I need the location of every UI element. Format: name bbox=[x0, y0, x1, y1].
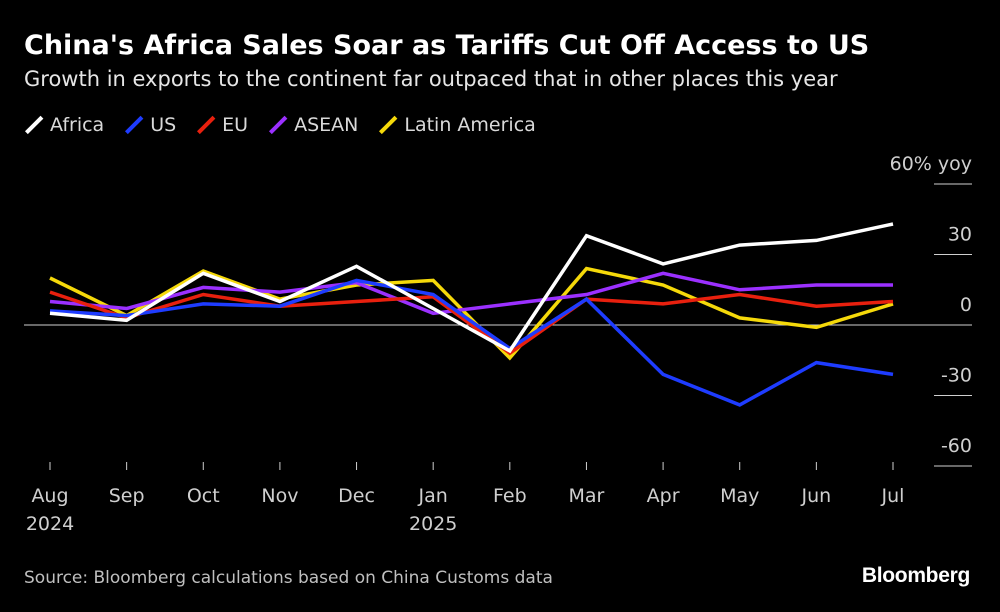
x-tick-label-4: Dec bbox=[338, 485, 375, 507]
x-tick-label-9: May bbox=[720, 485, 759, 507]
legend-label-latin-america: Latin America bbox=[404, 114, 536, 136]
x-tick-sublabel-5: 2025 bbox=[409, 513, 457, 535]
source-note: Source: Bloomberg calculations based on … bbox=[24, 568, 553, 588]
series-line-latin-america bbox=[49, 266, 894, 361]
x-tick-sublabel-0: 2024 bbox=[26, 513, 74, 535]
legend-item-latin-america: Latin America bbox=[378, 114, 535, 136]
legend-item-asean: ASEAN bbox=[268, 114, 358, 136]
legend-label-africa: Africa bbox=[50, 114, 105, 136]
series-line-africa bbox=[49, 222, 894, 354]
x-tick-label-8: Apr bbox=[647, 485, 680, 507]
chart-subtitle: Growth in exports to the continent far o… bbox=[24, 67, 838, 91]
y-tick-label-1: 30 bbox=[948, 224, 972, 246]
bloomberg-logo: Bloomberg bbox=[861, 564, 970, 587]
series-line-eu bbox=[49, 290, 894, 356]
x-tick-label-2: Oct bbox=[187, 485, 220, 507]
legend-label-asean: ASEAN bbox=[294, 114, 359, 136]
x-tick-label-5: Jan bbox=[418, 485, 448, 507]
y-tick-label-2: 0 bbox=[960, 294, 972, 316]
x-tick-label-10: Jun bbox=[801, 485, 832, 507]
x-tick-label-6: Feb bbox=[493, 485, 527, 507]
x-tick-label-0: Aug bbox=[31, 485, 68, 507]
x-tick-label-11: Jul bbox=[881, 485, 905, 507]
legend: Africa US EU ASEAN Latin America bbox=[24, 114, 556, 136]
chart-title: China's Africa Sales Soar as Tariffs Cut… bbox=[24, 30, 870, 61]
x-tick-label-3: Nov bbox=[261, 485, 298, 507]
x-tick-label-1: Sep bbox=[109, 485, 145, 507]
legend-label-us: US bbox=[150, 114, 177, 136]
x-tick-label-7: Mar bbox=[569, 485, 605, 507]
legend-item-us: US bbox=[124, 114, 176, 136]
legend-item-africa: Africa bbox=[24, 114, 104, 136]
y-tick-label-0: 60% yoy bbox=[890, 153, 972, 175]
legend-label-eu: EU bbox=[222, 114, 249, 136]
series-line-us bbox=[49, 278, 894, 407]
series-line-asean bbox=[49, 271, 893, 316]
legend-item-eu: EU bbox=[196, 114, 248, 136]
y-tick-label-4: -60 bbox=[941, 435, 972, 457]
y-tick-label-3: -30 bbox=[941, 365, 972, 387]
